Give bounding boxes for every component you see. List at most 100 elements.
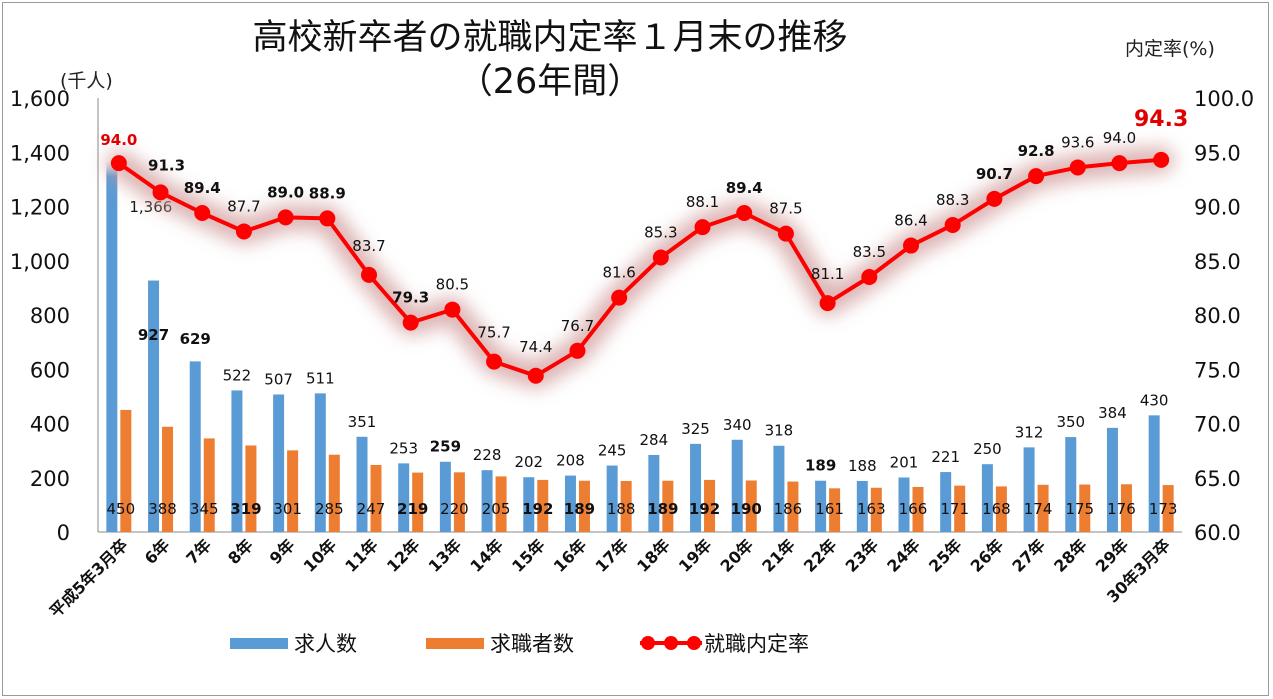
x-tick-label: 10年: [300, 535, 341, 576]
line-label-offer-rate: 79.3: [392, 289, 429, 307]
point-offer-rate: [736, 205, 753, 222]
line-label-offer-rate: 76.7: [561, 317, 594, 335]
bar-label-job-seekers: 192: [689, 500, 720, 518]
point-offer-rate: [611, 289, 628, 306]
bar-job-openings: [314, 393, 326, 532]
point-offer-rate: [861, 269, 878, 286]
bar-label-job-openings: 189: [805, 457, 836, 475]
bar-job-seekers: [954, 485, 966, 532]
bar-job-openings: [231, 390, 243, 532]
bar-label-job-openings: 350: [1056, 413, 1085, 431]
bar-job-seekers: [662, 480, 674, 532]
right-axis-unit: 内定率(%): [1125, 38, 1215, 60]
right-tick-label: 85.0: [1194, 250, 1241, 274]
bar-label-job-seekers: 319: [230, 500, 261, 518]
point-offer-rate: [194, 205, 211, 222]
line-label-offer-rate: 88.1: [686, 193, 719, 211]
bar-job-seekers: [787, 481, 799, 532]
right-tick-label: 95.0: [1194, 141, 1241, 165]
line-label-offer-rate: 87.7: [227, 197, 260, 215]
left-tick-label: 400: [30, 413, 70, 437]
bar-job-openings: [273, 394, 285, 532]
bar-job-openings: [815, 480, 827, 532]
line-label-offer-rate: 83.5: [853, 243, 886, 261]
bar-label-job-seekers: 189: [647, 500, 678, 518]
bar-label-job-openings: 318: [765, 422, 794, 440]
bar-job-openings: [106, 161, 118, 532]
bar-label-job-openings: 430: [1140, 391, 1169, 409]
left-tick-label: 0: [57, 521, 70, 545]
bar-job-seekers: [1162, 485, 1174, 532]
x-tick-label: 26年: [967, 535, 1008, 576]
x-tick-label: 9年: [266, 535, 299, 568]
legend-swatch-job-seekers: [426, 637, 484, 649]
point-offer-rate: [527, 367, 544, 384]
right-tick-label: 100.0: [1194, 87, 1254, 111]
bar-label-job-openings: 312: [1015, 423, 1044, 441]
bar-label-job-openings: 253: [389, 439, 418, 457]
line-label-offer-rate: 81.1: [811, 265, 844, 283]
point-offer-rate: [1028, 168, 1045, 185]
x-tick-label: 23年: [842, 535, 883, 576]
bar-job-openings: [1065, 437, 1077, 532]
x-tick-label: 13年: [425, 535, 466, 576]
line-label-offer-rate: 83.7: [352, 237, 385, 255]
legend-label-job-openings: 求人数: [294, 632, 357, 656]
legend-swatch-offer-rate: [640, 636, 702, 650]
x-tick-label: 11年: [341, 535, 382, 576]
x-tick-label: 12年: [383, 535, 424, 576]
line-label-offer-rate: 88.3: [936, 191, 969, 209]
bar-job-openings: [564, 475, 576, 532]
right-tick-label: 80.0: [1194, 304, 1241, 328]
bar-job-seekers: [620, 481, 632, 532]
bar-job-seekers: [245, 445, 257, 532]
bar-job-openings: [523, 477, 535, 532]
bar-job-seekers: [704, 479, 716, 532]
x-tick-label: 7年: [182, 535, 215, 568]
x-tick-label: 15年: [508, 535, 549, 576]
bar-job-openings: [481, 470, 493, 532]
line-label-offer-rate: 74.4: [519, 338, 552, 356]
legend-item-offer-rate: 就職内定率: [638, 628, 809, 658]
bar-label-job-openings: 221: [931, 448, 960, 466]
bar-label-job-openings: 351: [348, 413, 377, 431]
bar-label-job-openings: 201: [890, 453, 919, 471]
bar-job-openings: [856, 481, 868, 532]
bar-job-seekers: [495, 476, 507, 532]
bar-label-job-openings: 927: [138, 326, 169, 344]
line-label-offer-rate: 91.3: [148, 156, 185, 174]
left-tick-label: 600: [30, 358, 70, 382]
bar-label-job-openings: 250: [973, 440, 1002, 458]
bar-job-openings: [439, 461, 451, 532]
bar-label-job-seekers: 205: [482, 500, 511, 518]
bar-label-job-seekers: 163: [857, 500, 886, 518]
bar-job-seekers: [162, 426, 174, 532]
bar-label-job-openings: 522: [223, 366, 252, 384]
line-label-offer-rate: 89.4: [726, 179, 763, 197]
bar-job-openings: [148, 280, 160, 532]
left-tick-label: 800: [30, 304, 70, 328]
line-label-offer-rate: 85.3: [644, 223, 677, 241]
bar-label-job-seekers: 188: [607, 500, 636, 518]
point-offer-rate: [903, 237, 919, 254]
x-tick-label: 28年: [1050, 535, 1091, 576]
legend-item-job-seekers: 求職者数: [426, 628, 574, 658]
bar-job-seekers: [745, 480, 757, 532]
bar-label-job-openings: 188: [848, 457, 877, 475]
point-offer-rate: [152, 184, 169, 201]
bar-label-job-seekers: 186: [774, 500, 803, 518]
line-label-offer-rate: 81.6: [602, 264, 635, 282]
line-label-offer-rate: 89.4: [184, 179, 221, 197]
bar-label-job-seekers: 171: [940, 500, 969, 518]
x-tick-label: 24年: [883, 535, 924, 576]
left-tick-label: 200: [30, 467, 70, 491]
x-tick-label: 22年: [800, 535, 841, 576]
bar-job-seekers: [370, 465, 382, 532]
x-tick-label: 平成5年3月卒: [46, 535, 132, 621]
point-offer-rate: [694, 219, 711, 236]
bar-label-job-seekers: 175: [1065, 500, 1094, 518]
bar-job-openings: [898, 477, 910, 532]
bar-job-openings: [731, 439, 743, 532]
bar-label-job-seekers: 176: [1107, 500, 1136, 518]
point-offer-rate: [235, 223, 252, 240]
